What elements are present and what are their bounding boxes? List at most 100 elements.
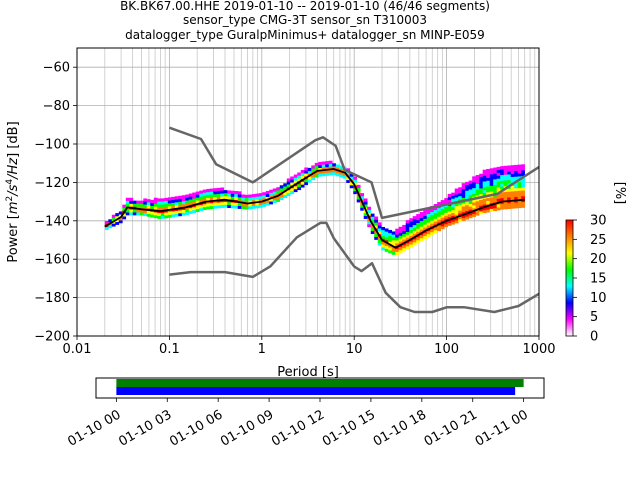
psd-density-cell — [339, 171, 344, 175]
psd-density-cell — [468, 200, 473, 204]
psd-density-cell — [321, 161, 326, 165]
psd-density-cell — [489, 176, 494, 181]
psd-density-cell — [325, 163, 330, 168]
psd-density-cell — [461, 206, 466, 210]
timeline-tick-label: 01-10 06 — [167, 407, 225, 449]
psd-density-cell — [206, 188, 211, 193]
psd-density-cell — [447, 211, 452, 215]
psd-density-cell — [139, 212, 144, 216]
psd-density-cell — [405, 220, 410, 224]
psd-density-cell — [290, 179, 295, 183]
psd-density-cell — [167, 197, 172, 201]
psd-density-cell — [129, 209, 134, 213]
psd-density-cell — [447, 214, 452, 218]
psd-density-cell — [521, 181, 525, 185]
psd-density-cell — [255, 196, 260, 200]
psd-density-cell — [458, 195, 463, 200]
psd-density-cell — [374, 233, 379, 237]
psd-density-cell — [461, 203, 466, 207]
psd-density-cell — [118, 220, 123, 224]
psd-density-cell — [461, 194, 466, 198]
psd-density-cell — [370, 216, 375, 220]
psd-density-cell — [297, 178, 302, 182]
psd-density-cell — [367, 224, 372, 228]
psd-density-cell — [248, 200, 253, 204]
psd-density-cell — [241, 194, 246, 198]
psd-density-cell — [314, 168, 319, 172]
psd-density-cell — [171, 205, 176, 209]
psd-density-cell — [132, 212, 137, 216]
psd-density-cell — [465, 187, 470, 191]
psd-density-cell — [468, 212, 473, 216]
psd-density-cell — [199, 193, 204, 197]
psd-density-cell — [500, 183, 504, 187]
psd-density-cell — [409, 223, 414, 228]
psd-density-cell — [146, 202, 151, 206]
psd-density-cell — [216, 187, 221, 192]
psd-density-cell — [503, 180, 508, 184]
psd-density-cell — [146, 204, 151, 209]
psd-density-cell — [230, 202, 235, 206]
psd-density-cell — [521, 184, 525, 188]
psd-density-cell — [290, 176, 295, 180]
psd-density-cell — [234, 191, 239, 195]
psd-density-cell — [458, 204, 463, 208]
psd-density-cell — [465, 181, 470, 186]
psd-density-cell — [482, 192, 487, 196]
psd-density-cell — [125, 203, 130, 207]
psd-density-cell — [514, 173, 518, 177]
psd-density-cell — [521, 201, 525, 205]
psd-density-cell — [461, 197, 466, 201]
psd-density-cell — [496, 204, 501, 208]
psd-density-cell — [146, 199, 151, 203]
psd-density-cell — [195, 191, 200, 195]
psd-density-cell — [391, 248, 396, 252]
psd-density-cell — [468, 209, 473, 213]
psd-density-cell — [451, 198, 456, 202]
psd-density-cell — [465, 213, 470, 217]
psd-density-cell — [349, 173, 354, 177]
psd-density-cell — [136, 203, 141, 207]
psd-density-cell — [104, 226, 109, 230]
psd-density-cell — [496, 166, 501, 171]
psd-density-cell — [493, 173, 497, 177]
psd-density-cell — [419, 212, 424, 216]
psd-density-cell — [496, 187, 501, 191]
x-axis-label: Period [s] — [277, 365, 339, 380]
psd-density-cell — [482, 207, 487, 211]
psd-density-cell — [409, 226, 414, 231]
psd-density-cell — [136, 200, 141, 204]
psd-density-cell — [230, 193, 235, 197]
psd-density-cell — [465, 210, 470, 214]
psd-density-cell — [489, 171, 494, 175]
psd-density-cell — [374, 236, 379, 240]
psd-density-cell — [517, 187, 522, 191]
psd-density-cell — [307, 170, 312, 174]
psd-density-cell — [374, 216, 379, 220]
psd-density-cell — [297, 184, 302, 188]
psd-density-cell — [328, 166, 333, 170]
psd-density-cell — [339, 168, 344, 172]
psd-density-cell — [426, 210, 431, 215]
psd-density-cell — [500, 186, 504, 190]
psd-density-cell — [262, 203, 267, 207]
psd-density-cell — [493, 205, 497, 209]
y-tick-label: −140 — [34, 214, 70, 229]
psd-density-cell — [223, 193, 228, 197]
psd-density-cell — [440, 208, 445, 212]
psd-density-cell — [111, 223, 116, 227]
psd-density-cell — [517, 176, 522, 180]
psd-density-cell — [507, 194, 511, 198]
psd-density-cell — [192, 206, 197, 211]
psd-density-cell — [437, 227, 442, 232]
psd-density-cell — [262, 192, 267, 196]
psd-density-cell — [423, 235, 428, 240]
psd-density-cell — [304, 179, 309, 183]
psd-density-cell — [377, 225, 382, 229]
psd-density-cell — [388, 232, 393, 237]
psd-density-cell — [503, 197, 508, 201]
psd-density-cell — [479, 205, 483, 209]
psd-density-cell — [356, 187, 361, 191]
psd-density-cell — [325, 172, 330, 176]
psd-density-cell — [381, 235, 386, 239]
